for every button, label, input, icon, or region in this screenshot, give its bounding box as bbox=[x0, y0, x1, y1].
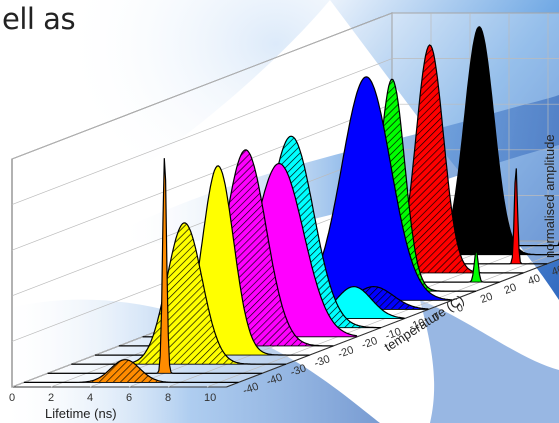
hatch-series-2 bbox=[71, 222, 286, 365]
hatch-series-14 bbox=[356, 26, 559, 255]
y-tick-label: -20 bbox=[336, 344, 355, 361]
y-tick-label: -40 bbox=[241, 381, 260, 398]
area-series-7 bbox=[190, 286, 405, 319]
hatch-series-12 bbox=[308, 45, 524, 273]
side-gridline bbox=[11, 103, 393, 251]
area-series-11 bbox=[285, 251, 500, 283]
y-tick-label: -10 bbox=[408, 317, 427, 334]
x-tick-label: 4 bbox=[87, 392, 93, 404]
side-gridline bbox=[11, 58, 393, 205]
x-tick-label: 6 bbox=[126, 392, 132, 404]
side-gridline bbox=[11, 12, 393, 160]
hatch-series-0 bbox=[23, 359, 239, 383]
area-series-5 bbox=[142, 163, 358, 337]
y-tick-label: -30 bbox=[313, 353, 332, 370]
area-series-9 bbox=[237, 76, 453, 301]
x-axis-label: Lifetime (ns) bbox=[45, 406, 117, 421]
x-tick-label: 0 bbox=[9, 392, 15, 404]
y-tick-label: 40 bbox=[550, 263, 559, 278]
y-tick-label: 0 bbox=[455, 302, 465, 315]
z-axis-label: normalised amplitude bbox=[542, 134, 557, 258]
y-tick-label: -40 bbox=[265, 371, 284, 388]
y-axis-line bbox=[226, 258, 559, 388]
tick-labels: 0 2 4 6 8 10-40-40-30-30-20-20-10-10 002020404… bbox=[9, 263, 559, 404]
y-tick-label: 40 bbox=[526, 272, 542, 287]
side-gridline bbox=[11, 149, 393, 297]
y-tick-label: 0 bbox=[431, 311, 441, 324]
y-tick-label: -20 bbox=[360, 335, 379, 352]
x-tick-label: 2 bbox=[48, 392, 54, 404]
y-tick-label: -10 bbox=[384, 326, 403, 343]
x-tick-label: 8 bbox=[165, 392, 171, 404]
text-fragment: ell as bbox=[2, 2, 76, 36]
y-tick-label: 20 bbox=[479, 291, 495, 306]
curves bbox=[23, 26, 559, 383]
area-series-3 bbox=[95, 165, 310, 356]
y-tick-label: 20 bbox=[503, 281, 519, 296]
floor-gridline bbox=[206, 251, 559, 388]
y-tick-label: -30 bbox=[289, 362, 308, 379]
x-tick-label: 10 bbox=[204, 392, 216, 404]
